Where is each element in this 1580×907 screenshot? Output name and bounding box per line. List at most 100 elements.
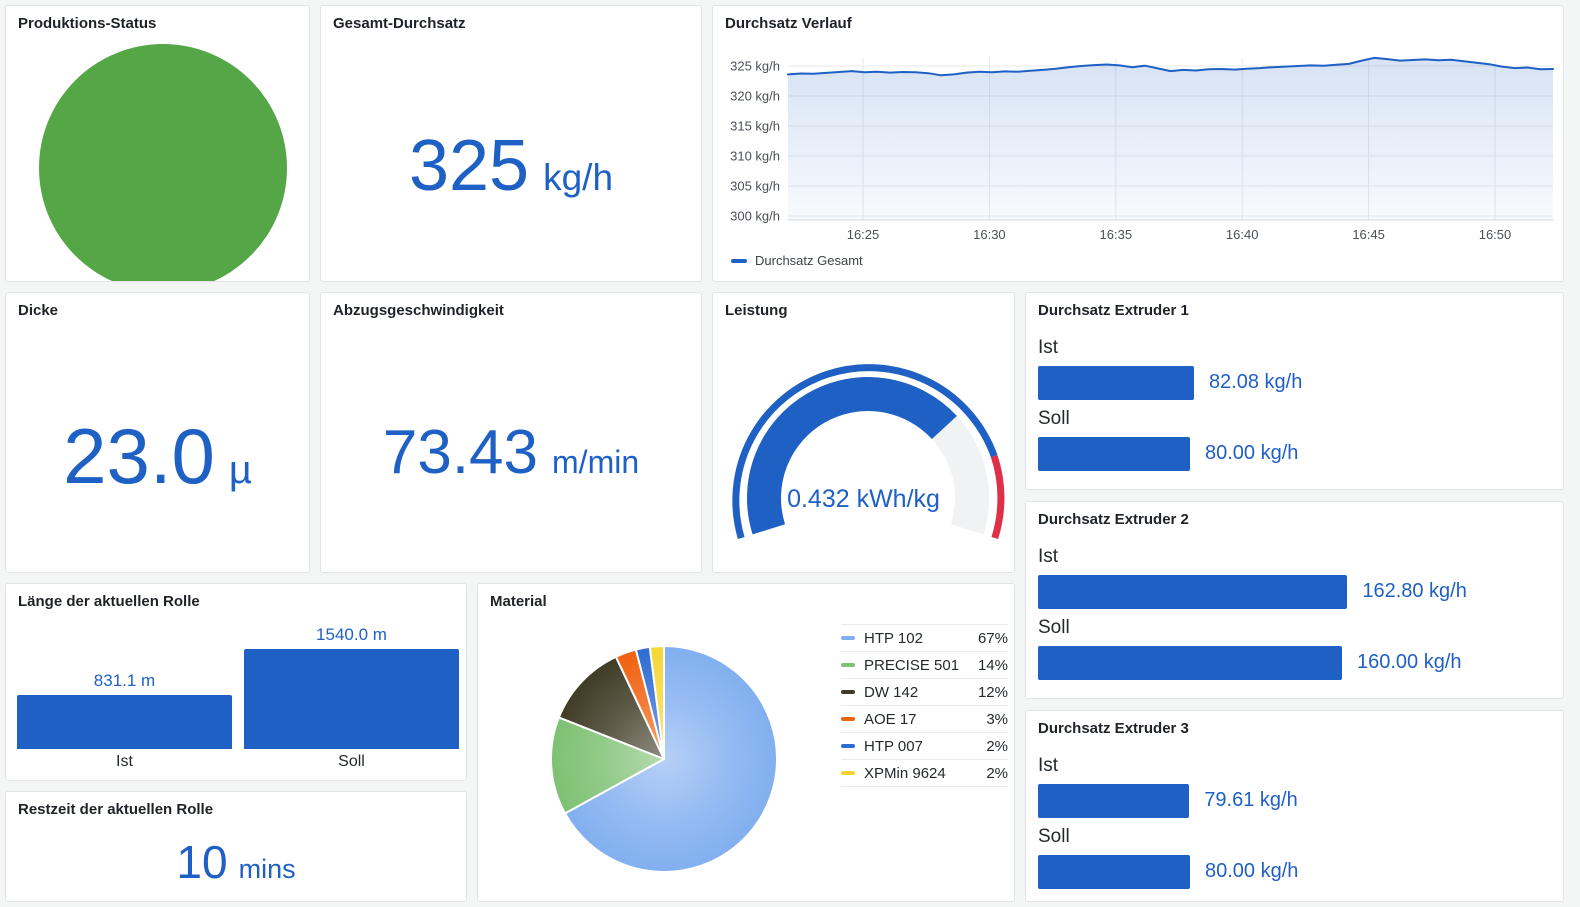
throughput-line-chart: 16:25 16:30 16:35 16:40 16:45 16:50 300 kg/h 30…	[730, 56, 1554, 242]
panel-abzugsgeschwindigkeit: Abzugsgeschwindigkeit 73.43 m/min	[320, 292, 702, 573]
panel-title[interactable]: Durchsatz Extruder 1	[1038, 302, 1189, 319]
bar-gauge-value: 162.80 kg/h	[1362, 580, 1467, 603]
panel-title[interactable]: Durchsatz Extruder 2	[1038, 511, 1189, 528]
panel-title[interactable]: Produktions-Status	[18, 15, 157, 32]
bar-gauge-label-soll: Soll	[1038, 616, 1070, 638]
panel-title[interactable]: Durchsatz Verlauf	[725, 15, 852, 32]
legend-series-dash	[841, 771, 855, 775]
legend-series-label: XPMin 9624	[864, 764, 946, 782]
panel-durchsatz-verlauf: 16:25 16:30 16:35 16:40 16:45 16:50 300 kg/h 30…	[712, 5, 1564, 282]
legend-item-htp-007[interactable]: HTP 007 2%	[841, 732, 1008, 759]
status-indicator-circle	[39, 44, 287, 281]
bar-gauge-rows: Ist 162.80 kg/h Soll 160.00 kg/h	[1038, 538, 1551, 680]
panel-title[interactable]: Gesamt-Durchsatz	[333, 15, 466, 32]
legend-series-label: PRECISE 501	[864, 656, 960, 674]
material-legend: HTP 102 67% PRECISE 501 14% DW 142 12% AOE 17 3…	[841, 624, 1008, 787]
bar-gauge-row: 80.00 kg/h	[1038, 854, 1551, 889]
panel-produktions-status: Produktions-Status	[5, 5, 310, 282]
bar-gauge-value: 80.00 kg/h	[1205, 860, 1299, 883]
panel-title[interactable]: Länge der aktuellen Rolle	[18, 593, 200, 610]
legend-series-dash	[841, 636, 855, 640]
roll-length-bar-chart: 831.1 m Ist 1540.0 m Soll	[6, 584, 466, 780]
legend-series-dash	[841, 717, 855, 721]
panel-title[interactable]: Material	[490, 593, 547, 610]
legend-series-label: AOE 17	[864, 710, 917, 728]
legend-series-label: HTP 007	[864, 737, 923, 755]
svg-text:320 kg/h: 320 kg/h	[730, 89, 780, 104]
stat-unit: µ	[228, 448, 252, 492]
legend-series-percent: 2%	[986, 764, 1008, 782]
stat-unit: kg/h	[543, 157, 614, 198]
stat-unit: m/min	[552, 444, 640, 480]
stat-value: 325	[408, 126, 530, 206]
bar-gauge-label-soll: Soll	[1038, 825, 1070, 847]
svg-text:16:50: 16:50	[1479, 227, 1512, 242]
panel-title[interactable]: Dicke	[18, 302, 59, 319]
bar-gauge-value: 79.61 kg/h	[1204, 789, 1298, 812]
legend-series-label: Durchsatz Gesamt	[755, 253, 863, 268]
legend-item-dw-142[interactable]: DW 142 12%	[841, 678, 1008, 705]
svg-text:16:35: 16:35	[1100, 227, 1133, 242]
svg-text:16:45: 16:45	[1352, 227, 1385, 242]
svg-text:16:30: 16:30	[973, 227, 1006, 242]
legend-series-dash	[731, 258, 747, 263]
legend-series-percent: 67%	[977, 629, 1008, 647]
bar-gauge-label-ist: Ist	[1038, 337, 1059, 358]
material-pie-chart	[550, 645, 779, 873]
bar-gauge-value: 82.08 kg/h	[1208, 371, 1303, 394]
bar-gauge-bar	[1038, 783, 1190, 818]
panel-title[interactable]: Durchsatz Extruder 3	[1038, 720, 1189, 737]
legend-series-percent: 12%	[977, 683, 1008, 701]
legend-item-aoe-17[interactable]: AOE 17 3%	[841, 705, 1008, 732]
bar-gauge-row: 160.00 kg/h	[1038, 645, 1551, 680]
svg-text:325 kg/h: 325 kg/h	[730, 59, 780, 74]
panel-title[interactable]: Restzeit der aktuellen Rolle	[18, 801, 214, 818]
legend-series-percent: 2%	[986, 737, 1008, 755]
panel-title[interactable]: Abzugsgeschwindigkeit	[333, 302, 504, 319]
legend-series-label: HTP 102	[864, 629, 923, 647]
svg-text:16:25: 16:25	[847, 227, 880, 242]
bar-gauge-bar	[1038, 645, 1342, 680]
bar-soll	[244, 649, 459, 749]
legend-item-xpmin-9624[interactable]: XPMin 9624 2%	[841, 759, 1008, 787]
bar-gauge-bar	[1038, 574, 1348, 609]
bar-gauge-label-soll: Soll	[1038, 407, 1070, 429]
svg-text:315 kg/h: 315 kg/h	[730, 119, 780, 134]
stat-value: 10	[176, 836, 228, 888]
gauge-value: 0.432 kWh/kg	[787, 485, 940, 513]
bar-gauge-row: 162.80 kg/h	[1038, 574, 1551, 609]
bar-gauge-label-ist: Ist	[1038, 755, 1059, 776]
energy-gauge	[732, 364, 1005, 540]
bar-value-label: 831.1 m	[93, 671, 156, 690]
legend-series-label: DW 142	[864, 683, 919, 701]
panel-title[interactable]: Leistung	[725, 302, 788, 319]
bar-category-label: Soll	[338, 753, 365, 770]
svg-text:300 kg/h: 300 kg/h	[730, 209, 780, 224]
stat-unit: mins	[238, 854, 296, 884]
legend-item-precise-501[interactable]: PRECISE 501 14%	[841, 651, 1008, 678]
svg-text:305 kg/h: 305 kg/h	[730, 179, 780, 194]
stat-value: 23.0	[63, 412, 215, 500]
legend-series-dash	[841, 663, 855, 667]
legend-series-dash	[841, 690, 855, 694]
bar-gauge-value: 160.00 kg/h	[1357, 651, 1462, 674]
bar-gauge-row: 79.61 kg/h	[1038, 783, 1551, 818]
legend-item-htp-102[interactable]: HTP 102 67%	[841, 624, 1008, 651]
panel-leistung: Leistung 0.432 kWh/kg	[712, 292, 1015, 573]
bar-gauge-value: 80.00 kg/h	[1205, 442, 1299, 465]
legend-item-durchsatz-gesamt[interactable]: Durchsatz Gesamt	[731, 253, 863, 268]
panel-durchsatz-extruder-1: Durchsatz Extruder 1 Ist 82.08 kg/h Soll 80…	[1025, 292, 1564, 490]
stat-value: 73.43	[382, 418, 539, 487]
bar-gauge-rows: Ist 79.61 kg/h Soll 80.00 kg/h	[1038, 747, 1551, 889]
bar-ist	[17, 695, 232, 749]
panel-material: Material HTP 102 67% PRECISE 501 14% DW 142 1…	[477, 583, 1015, 902]
panel-restzeit: Restzeit der aktuellen Rolle 10 mins	[5, 791, 467, 902]
panel-durchsatz-extruder-3: Durchsatz Extruder 3 Ist 79.61 kg/h Soll 80…	[1025, 710, 1564, 902]
bar-gauge-bar	[1038, 365, 1194, 400]
bar-value-label: 1540.0 m	[316, 625, 387, 644]
bar-gauge-bar	[1038, 854, 1190, 889]
bar-gauge-bar	[1038, 436, 1190, 471]
bar-category-label: Ist	[116, 753, 133, 770]
bar-gauge-label-ist: Ist	[1038, 546, 1059, 567]
svg-text:16:40: 16:40	[1226, 227, 1259, 242]
